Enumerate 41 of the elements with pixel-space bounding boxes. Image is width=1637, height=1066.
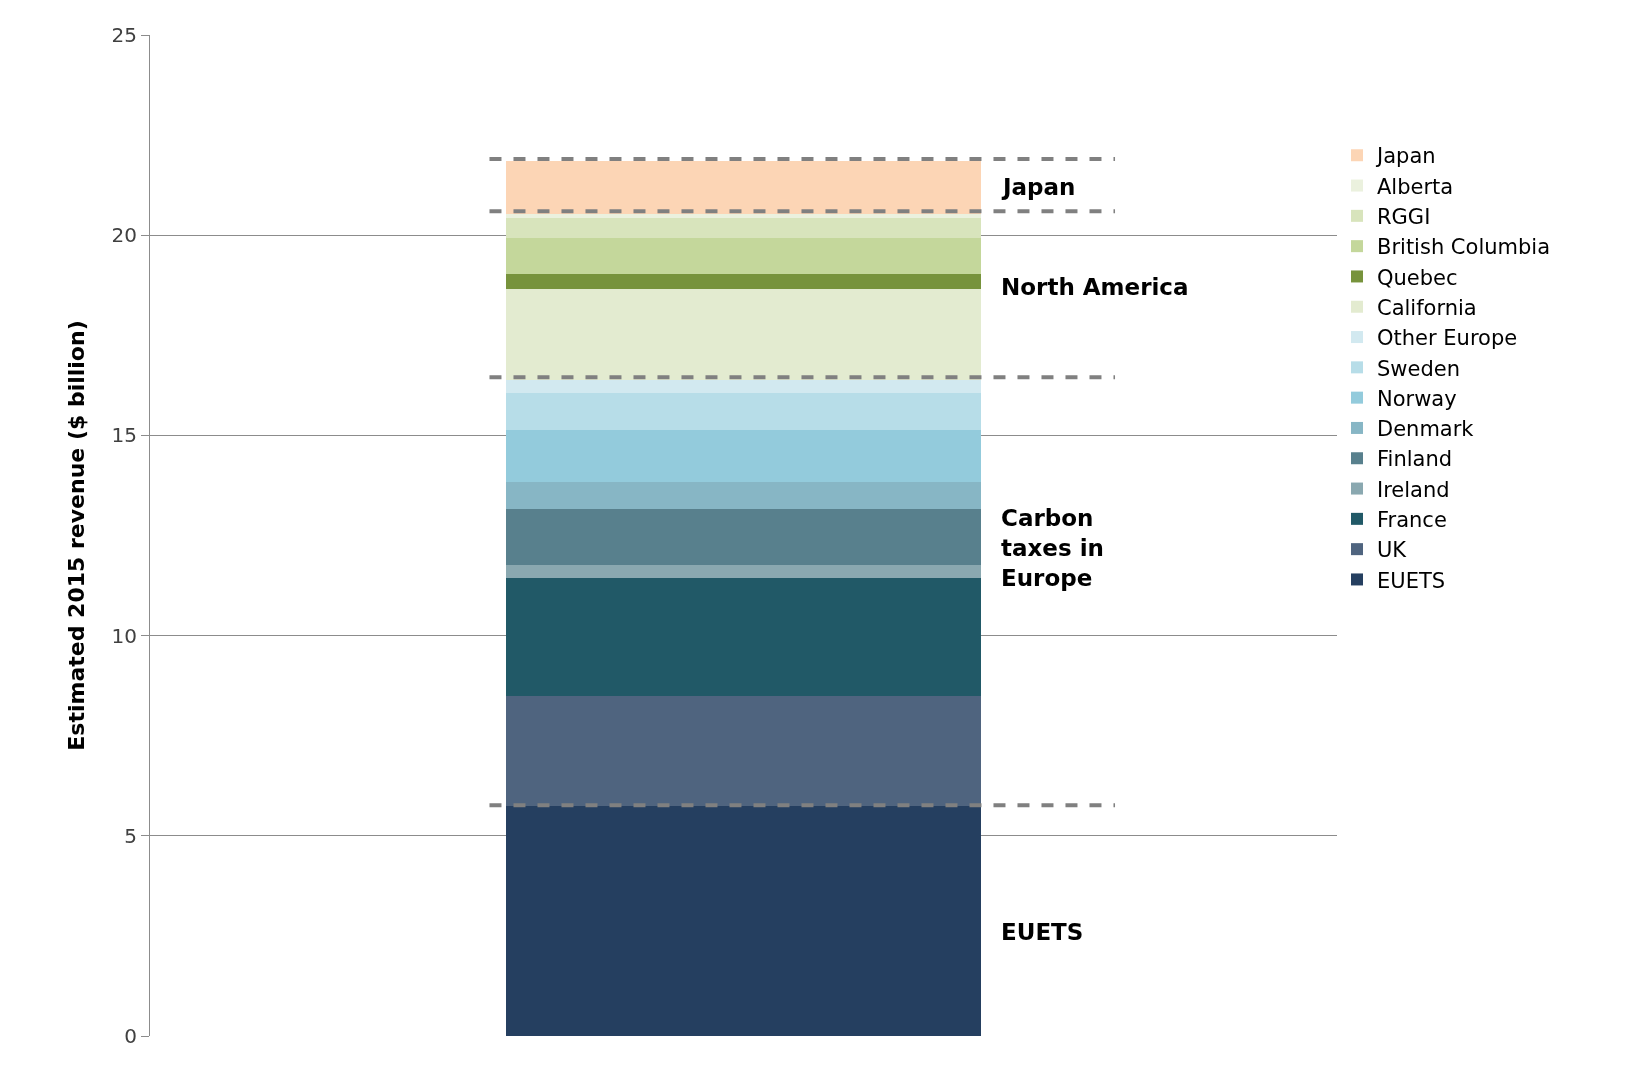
y-tick-label: 0 bbox=[124, 1024, 137, 1048]
bar bbox=[506, 393, 981, 430]
y-tick-label: 15 bbox=[111, 423, 137, 448]
legend-label: Other Europe bbox=[1377, 326, 1518, 351]
legend-label: EUETS bbox=[1377, 568, 1446, 593]
bar bbox=[506, 578, 981, 696]
legend-label: Denmark bbox=[1377, 417, 1475, 442]
legend-label: France bbox=[1377, 508, 1447, 533]
y-tick-label: 10 bbox=[111, 623, 137, 648]
legend-label: Quebec bbox=[1377, 265, 1458, 290]
y-tick-label: 20 bbox=[111, 223, 137, 248]
y-tick-label: 5 bbox=[124, 823, 137, 848]
legend-label: Ireland bbox=[1377, 477, 1450, 502]
annotation: Japan bbox=[1001, 174, 1076, 200]
bar bbox=[506, 482, 981, 509]
annotation: North America bbox=[1001, 274, 1189, 300]
legend-label: British Columbia bbox=[1377, 235, 1551, 260]
legend-label: Japan bbox=[1375, 144, 1436, 169]
bar bbox=[506, 430, 981, 482]
legend-label: RGGI bbox=[1377, 205, 1431, 230]
bar bbox=[506, 274, 981, 289]
bar bbox=[506, 806, 981, 1036]
bar bbox=[506, 380, 981, 393]
bar bbox=[506, 289, 981, 380]
bar bbox=[506, 214, 981, 218]
legend-label: Alberta bbox=[1377, 174, 1454, 199]
bar bbox=[506, 696, 981, 806]
y-axis-title: Estimated 2015 revenue ($ billion) bbox=[64, 320, 90, 751]
legend-label: Sweden bbox=[1377, 356, 1460, 381]
annotation: EUETS bbox=[1001, 919, 1084, 945]
y-tick-label: 25 bbox=[111, 23, 137, 47]
legend-label: Norway bbox=[1377, 386, 1457, 411]
bar bbox=[506, 218, 981, 238]
legend-label: Finland bbox=[1377, 447, 1453, 472]
bar bbox=[506, 161, 981, 214]
bar bbox=[506, 238, 981, 274]
legend-label: California bbox=[1377, 295, 1477, 320]
annotation: Carbon taxes in Europe bbox=[1001, 505, 1104, 591]
legend-label: UK bbox=[1377, 538, 1408, 563]
bar bbox=[506, 509, 981, 565]
bar bbox=[506, 565, 981, 578]
